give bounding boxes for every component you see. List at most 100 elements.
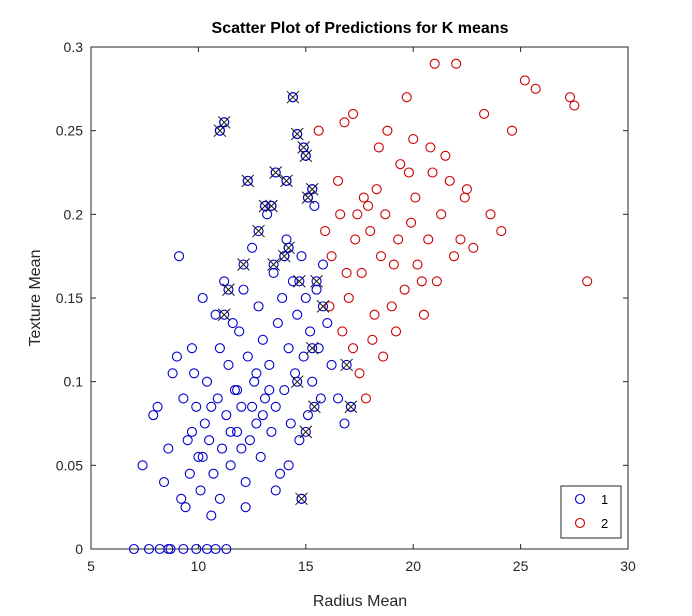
crossed-point-circle [238,259,249,270]
series-2-point [444,175,455,186]
series-1-point [191,401,202,412]
series-1-point [152,401,163,412]
series-1-point [137,460,148,471]
series-2-point [337,326,348,337]
series-2-point [332,175,344,186]
series-1-point [189,368,200,379]
series-1-point [158,477,170,488]
series-1-point [266,426,277,437]
series-1-point [232,426,243,437]
series-2-point [350,234,361,245]
series-2-point [335,209,346,220]
series-2-point [367,334,378,345]
crossed-point-mark [305,341,319,355]
y-tick-label: 0.15 [56,290,83,306]
series-1-point [305,326,316,337]
series-1-point [247,242,258,253]
crossed-point-circle [259,200,271,212]
crossed-point-mark [217,308,231,322]
y-tick-label: 0.05 [56,457,83,473]
series-1-point [178,393,189,404]
crossed-point-circle [300,426,311,437]
crossed-point-mark [344,400,358,414]
crossed-point-mark [222,283,235,296]
crossed-point-circle [270,167,281,178]
series-2-point [375,251,387,262]
series-1-point [197,451,208,463]
series-2-point [406,217,417,228]
y-tick-label: 0.3 [64,39,84,55]
series-1-point [326,359,337,370]
crossed-point-circle [266,200,277,212]
crossed-point-mark [286,90,300,104]
series-2-point [410,192,421,203]
crossed-point-circle [309,401,320,412]
series-1-point [221,543,232,555]
series-1-point [206,401,217,412]
series-1-point [197,292,208,304]
series-2-point [427,167,438,178]
series-2-point [395,159,406,170]
crossed-point-mark [265,199,278,213]
plot-area [90,46,629,550]
series-2-point [440,150,451,161]
series-1-point [128,543,140,555]
series-2-point [371,184,382,195]
series-1-point [307,376,318,387]
series-1-point [242,351,253,362]
crossed-point-mark [295,492,308,506]
crossed-point-mark [310,274,323,288]
legend-box [560,485,622,539]
series-2-point [403,167,414,178]
series-2-point [360,393,371,404]
series-1-point [174,251,185,262]
legend: 1 2 [560,485,622,539]
series-1-point [176,493,187,504]
crossed-point-mark [299,149,313,163]
series-1-point [240,477,251,488]
series-1-point [255,451,266,463]
crossed-point-circle [296,493,307,504]
series-2-point [343,292,354,304]
series-1-point [195,485,206,496]
series-2-point [388,259,399,270]
x-tick-label: 25 [513,558,529,574]
series-2-point [448,251,460,262]
series-1-point [339,418,350,429]
series-2-point [436,209,447,220]
series-1-point [165,543,176,555]
crossed-point-mark [267,258,280,271]
series-1-point [171,351,182,362]
series-2-point [356,267,367,278]
x-tick-label: 5 [87,558,95,574]
crossed-point-mark [290,127,304,141]
series-1-point [234,326,245,337]
crossed-points [213,90,358,506]
series-2-points [313,58,593,404]
crossed-point-circle [292,128,303,140]
y-tick-label: 0.1 [64,374,84,390]
crossed-point-mark [237,258,250,271]
series-1-point [236,443,247,454]
series-1-point [193,451,204,463]
series-1-point [240,502,251,513]
series-1-point [277,292,288,304]
crossed-point-circle [219,309,230,320]
crossed-point-mark [241,174,255,188]
series-1-point [251,418,262,429]
series-2-point [506,125,518,136]
series-1-point [317,259,329,270]
crossed-point-circle [307,343,318,354]
crossed-point-mark [290,375,304,389]
series-2-point [479,108,490,119]
series-1-point [264,384,275,396]
series-1-point [214,343,225,354]
series-1-point [199,418,210,429]
series-2-point [339,117,350,128]
series-1-point [247,401,258,412]
series-1-point [322,318,333,329]
axis-ticks [90,46,629,550]
series-1-point [259,393,271,404]
y-tick-labels: 0 0.05 0.1 0.15 0.2 0.25 0.3 [56,39,83,557]
y-tick-label: 0.25 [56,123,83,139]
